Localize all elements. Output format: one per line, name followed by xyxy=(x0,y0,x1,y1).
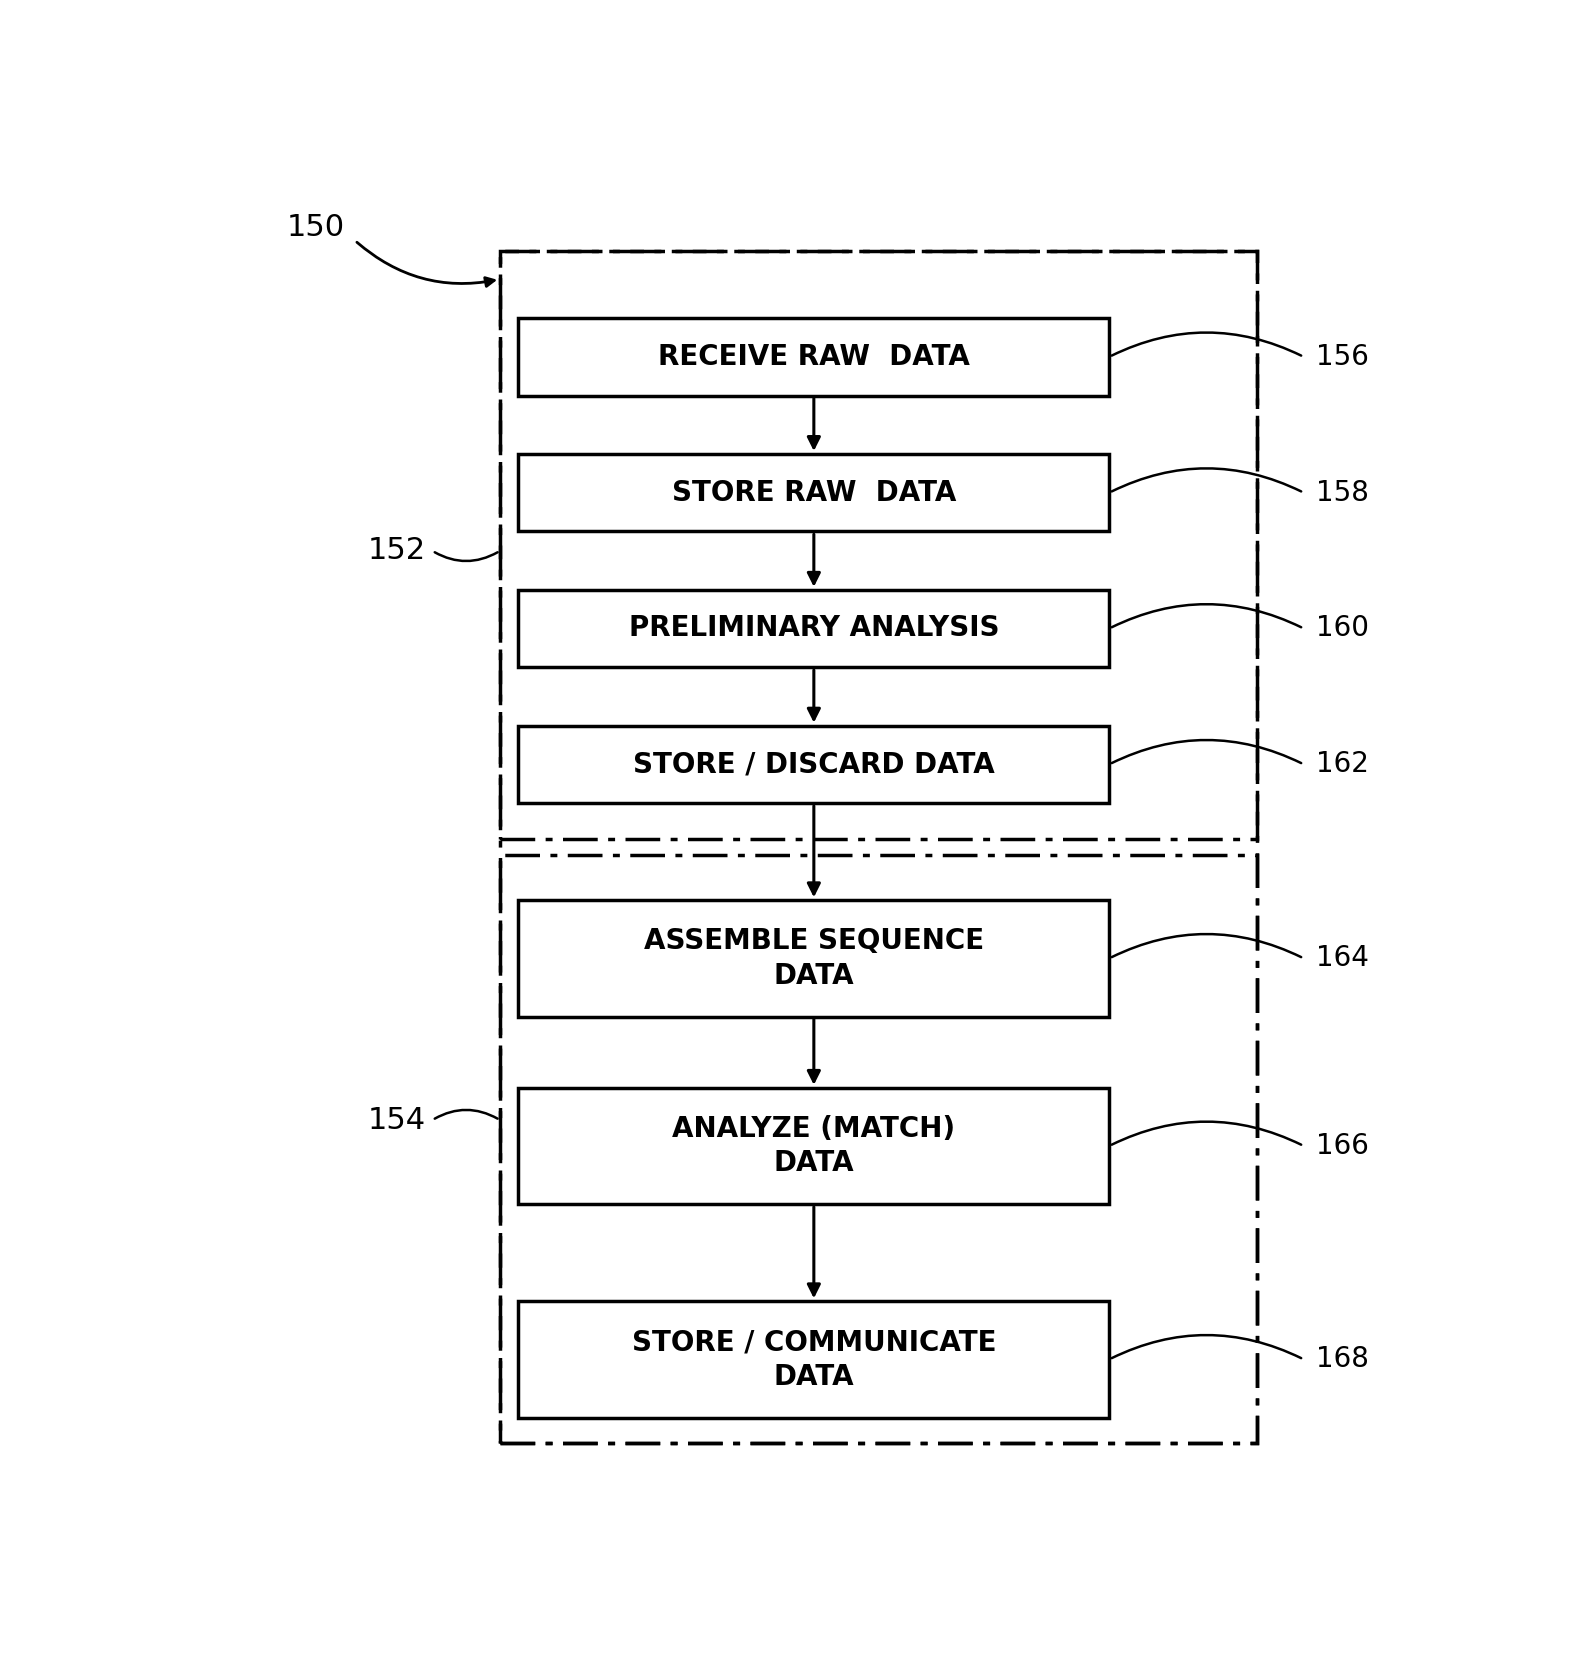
Bar xyxy=(518,1087,1108,1205)
Bar xyxy=(518,900,1108,1016)
Bar xyxy=(518,454,1108,531)
Text: STORE / DISCARD DATA: STORE / DISCARD DATA xyxy=(634,751,994,778)
Text: ANALYZE (MATCH)
DATA: ANALYZE (MATCH) DATA xyxy=(672,1114,956,1178)
Bar xyxy=(518,726,1108,803)
Text: 150: 150 xyxy=(287,213,345,242)
Text: 162: 162 xyxy=(1316,751,1369,778)
Text: 152: 152 xyxy=(368,536,426,566)
Text: 166: 166 xyxy=(1316,1132,1369,1159)
Text: 168: 168 xyxy=(1316,1346,1369,1373)
Text: 164: 164 xyxy=(1316,944,1369,973)
Text: STORE / COMMUNICATE
DATA: STORE / COMMUNICATE DATA xyxy=(632,1329,996,1391)
Bar xyxy=(518,1300,1108,1418)
Text: 160: 160 xyxy=(1316,615,1369,642)
Text: PRELIMINARY ANALYSIS: PRELIMINARY ANALYSIS xyxy=(629,615,999,642)
Bar xyxy=(518,590,1108,667)
Text: 158: 158 xyxy=(1316,479,1369,507)
Bar xyxy=(500,855,1258,1443)
Bar xyxy=(518,318,1108,395)
Bar xyxy=(500,250,1258,1443)
Text: ASSEMBLE SEQUENCE
DATA: ASSEMBLE SEQUENCE DATA xyxy=(643,927,985,990)
Text: 156: 156 xyxy=(1316,343,1369,371)
Text: 154: 154 xyxy=(368,1105,426,1134)
Text: STORE RAW  DATA: STORE RAW DATA xyxy=(672,479,956,507)
Bar xyxy=(500,250,1258,840)
Text: RECEIVE RAW  DATA: RECEIVE RAW DATA xyxy=(657,343,970,371)
